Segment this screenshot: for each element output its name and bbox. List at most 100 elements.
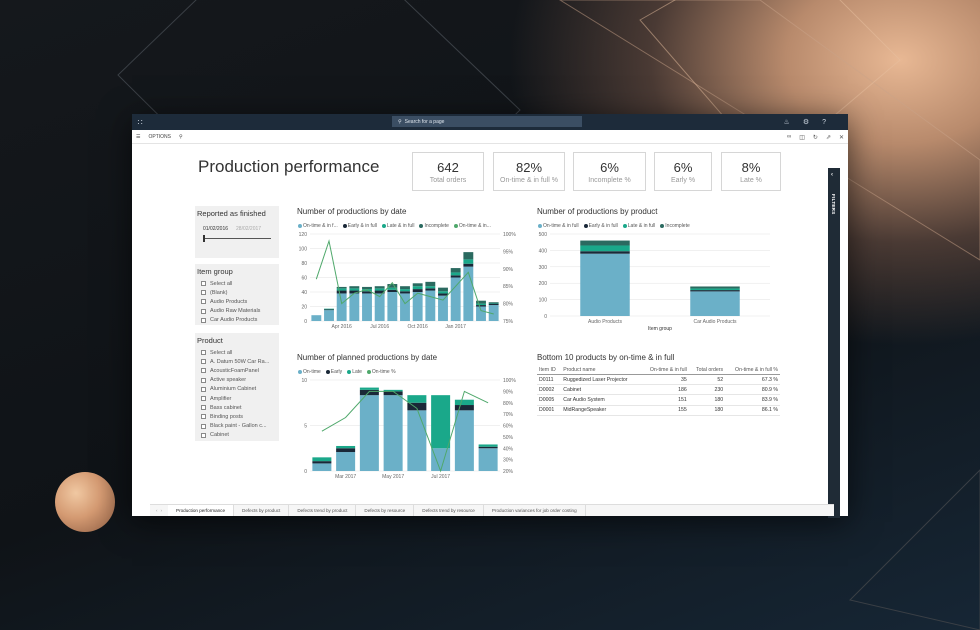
y2-tick-label: 90% xyxy=(503,267,514,273)
checkbox[interactable] xyxy=(201,405,206,411)
product-item[interactable]: Black paint - Gallon c... xyxy=(197,422,277,431)
title-bar: ∷ ⚲ Search for a page ♨ ⚙ ? xyxy=(132,114,848,130)
link-icon[interactable]: ∞ xyxy=(786,134,792,140)
report-tab[interactable]: Defects trend by resource xyxy=(414,505,484,516)
column-header[interactable]: Total orders xyxy=(688,366,726,375)
item-group-item[interactable]: (Blank) xyxy=(197,288,277,297)
y-tick-label: 5 xyxy=(304,424,307,430)
legend-swatch xyxy=(342,223,347,228)
chevron-left-icon[interactable]: ‹ xyxy=(831,172,833,178)
table-row[interactable]: D0111 Ruggedized Laser Projector 35 52 67.3 … xyxy=(537,374,780,386)
kpi-label: On-time & in full % xyxy=(500,177,558,184)
report-tab[interactable]: Production performance xyxy=(168,505,235,516)
bell-icon[interactable]: ♨ xyxy=(783,119,790,126)
checkbox[interactable] xyxy=(201,377,206,383)
options-button[interactable]: OPTIONS xyxy=(148,133,171,140)
y2-tick-label: 80% xyxy=(503,302,514,308)
checkbox[interactable] xyxy=(201,386,206,392)
chevron-left-icon[interactable]: ‹ xyxy=(155,508,158,513)
popout-icon[interactable]: ⇗ xyxy=(825,134,831,141)
column-header[interactable]: Product name xyxy=(561,366,641,375)
date-range-slider[interactable] xyxy=(203,232,271,244)
search-icon[interactable]: ⚲ xyxy=(179,133,183,140)
checkbox[interactable] xyxy=(201,432,206,438)
table-row[interactable]: D0001 MidRangeSpeaker 155 180 86.1 % xyxy=(537,405,780,416)
table-cell: 180 xyxy=(688,405,726,416)
office-icon[interactable]: ◫ xyxy=(799,134,805,141)
checkbox[interactable] xyxy=(201,423,206,429)
checkbox[interactable] xyxy=(201,396,206,402)
legend-swatch xyxy=(622,223,627,228)
checkbox[interactable] xyxy=(201,308,206,314)
table-row[interactable]: D0005 Car Audio System 151 180 83.9 % xyxy=(537,394,780,406)
product-item[interactable]: Amplifier xyxy=(197,394,277,403)
legend-item: Late & in full xyxy=(622,223,655,229)
bar-segment xyxy=(349,286,360,289)
menu-icon[interactable]: ☰ xyxy=(136,133,141,140)
bar-segment xyxy=(383,391,403,396)
checkbox[interactable] xyxy=(201,281,206,287)
y2-tick-label: 95% xyxy=(503,249,514,255)
chevron-right-icon[interactable]: › xyxy=(160,508,163,513)
bar-segment xyxy=(476,306,486,321)
chart-title: Number of productions by date xyxy=(297,207,407,216)
date-to[interactable]: 28/02/2017 xyxy=(236,226,262,232)
checkbox[interactable] xyxy=(201,359,206,365)
report-tab[interactable]: Defects by resource xyxy=(356,505,415,516)
gear-icon[interactable]: ⚙ xyxy=(802,119,810,126)
help-icon[interactable]: ? xyxy=(822,118,826,126)
checkbox[interactable] xyxy=(201,414,206,420)
bar-segment xyxy=(312,457,332,462)
search-icon: ⚲ xyxy=(398,118,402,125)
search-input[interactable]: ⚲ Search for a page xyxy=(392,116,582,127)
column-header[interactable]: On-time & in full % xyxy=(725,366,780,375)
item-group-item[interactable]: Car Audio Products xyxy=(197,316,277,325)
product-item[interactable]: AcousticFoamPanel xyxy=(197,366,277,375)
product-item[interactable]: Cabinet xyxy=(197,431,277,440)
slicer-reported-as-finished: Reported as finished 01/02/2016 28/02/20… xyxy=(195,206,279,258)
slicer-title: Product xyxy=(197,336,223,345)
table-row[interactable]: D0002 Cabinet 186 230 80.9 % xyxy=(537,384,780,396)
table-cell: 35 xyxy=(641,374,689,386)
checkbox[interactable] xyxy=(201,299,206,305)
column-header[interactable]: On-time & in full xyxy=(641,366,689,375)
item-group-item[interactable]: Audio Products xyxy=(197,297,277,306)
product-item[interactable]: Select all xyxy=(197,348,277,357)
checkbox[interactable] xyxy=(201,290,206,296)
bar-segment xyxy=(407,395,427,403)
x-tick-label: Jul 2017 xyxy=(431,474,450,480)
bottom-products-table: Item ID Product name On-time & in full Tota… xyxy=(537,366,780,416)
table-cell: Car Audio System xyxy=(561,394,641,406)
report-tab[interactable]: Defects by product xyxy=(234,505,290,516)
legend-item: Late & in full xyxy=(381,223,414,229)
tab-nav[interactable]: ‹ › xyxy=(150,505,168,516)
slider-handle[interactable] xyxy=(203,235,205,242)
legend-label: Early & in full xyxy=(347,223,377,229)
item-group-item[interactable]: Audio Raw Materials xyxy=(197,307,277,316)
refresh-icon[interactable]: ↻ xyxy=(812,134,818,141)
column-header[interactable]: Item ID xyxy=(537,366,562,375)
kpi-total-orders: 642 Total orders xyxy=(412,152,484,191)
bar-segment xyxy=(438,295,448,321)
item-group-item[interactable]: Select all xyxy=(197,279,277,288)
checkbox[interactable] xyxy=(201,317,206,323)
date-from[interactable]: 01/02/2016 xyxy=(203,226,229,232)
product-item-label: Cabinet xyxy=(210,432,229,439)
filters-pane[interactable]: ‹ FILTERS xyxy=(828,168,840,518)
report-tab[interactable]: Defects trend by product xyxy=(289,505,357,516)
bar-segment xyxy=(312,463,332,471)
product-item[interactable]: Aluminium Cabinet xyxy=(197,385,277,394)
item-group-item-label: Audio Products xyxy=(210,298,248,305)
product-item[interactable]: Bass cabinet xyxy=(197,403,277,412)
checkbox[interactable] xyxy=(201,350,206,356)
checkbox[interactable] xyxy=(201,368,206,374)
product-item[interactable]: Binding posts xyxy=(197,412,277,421)
product-item[interactable]: Active speaker xyxy=(197,376,277,385)
legend-label: On-time xyxy=(303,369,321,375)
product-item[interactable]: A. Datum 50W Car Ra... xyxy=(197,357,277,366)
app-launcher-icon[interactable]: ∷ xyxy=(137,117,143,127)
report-tab[interactable]: Production variances for job order costi… xyxy=(484,505,586,516)
y2-tick-label: 75% xyxy=(503,319,514,325)
x-tick-label: Jul 2016 xyxy=(370,324,389,330)
close-icon[interactable]: ✕ xyxy=(838,134,844,141)
